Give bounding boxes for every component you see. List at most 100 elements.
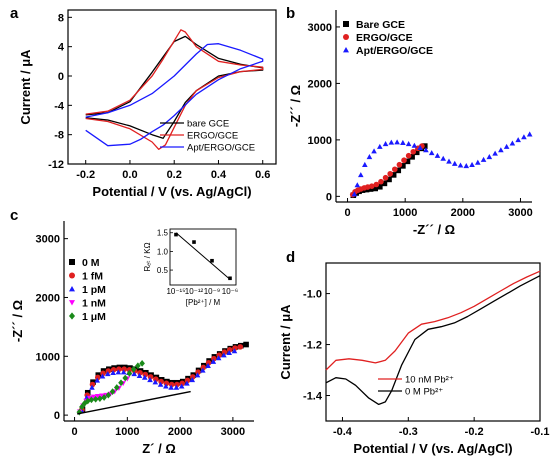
data-point (486, 154, 493, 160)
data-point (100, 370, 106, 377)
series-line (325, 275, 541, 406)
data-point (394, 139, 400, 145)
series-line (325, 270, 541, 371)
data-point (118, 379, 124, 387)
data-point (120, 369, 127, 375)
y-tick-label: 0 (58, 71, 64, 83)
data-point (423, 147, 429, 153)
data-point (351, 191, 358, 197)
data-point (509, 140, 516, 146)
data-point (195, 369, 201, 375)
x-tick-label: -0.1 (531, 426, 550, 438)
legend-label: 1 nM (82, 298, 106, 310)
data-point (382, 174, 389, 181)
y-tick-label: -1.4 (303, 391, 323, 403)
data-point (388, 139, 395, 145)
data-point (409, 154, 415, 160)
data-point (110, 369, 116, 376)
data-point (211, 355, 217, 362)
y-tick-label: 1000 (308, 135, 332, 147)
inset-fit-line (175, 232, 231, 280)
inset-point (192, 240, 196, 244)
x-tick-label: 1000 (115, 426, 139, 438)
data-point (446, 158, 452, 164)
data-point (387, 170, 393, 177)
x-tick-label: -0.3 (399, 426, 418, 438)
data-point (105, 371, 111, 377)
data-point (89, 381, 96, 388)
data-point (354, 182, 361, 188)
data-point (372, 185, 378, 192)
series-line (85, 43, 264, 147)
panel-d: -0.4 -0.3 -0.2 -0.1 -1.4 -1.2 -1.0 Potential / … (278, 262, 550, 456)
data-point (139, 359, 145, 367)
x-axis-title: -Z´´ / Ω (413, 222, 455, 237)
data-point (126, 367, 133, 373)
data-point (131, 371, 137, 377)
data-point (392, 166, 398, 173)
legend-swatch (69, 312, 75, 320)
inset-x-tick-label: 10⁻¹⁵ (166, 287, 185, 296)
inset-x-title: [Pb²⁺] / M (186, 298, 221, 307)
data-point (413, 149, 420, 156)
legend-label: bare GCE (187, 119, 229, 130)
x-axis-title: Potential / V (vs. Ag/AgCl) (353, 441, 512, 456)
data-point (90, 394, 97, 400)
y-tick-label: 2000 (308, 78, 332, 90)
data-point (215, 355, 222, 361)
y-axis-title: Current / μA (18, 49, 33, 125)
y-tick-label: 2000 (36, 292, 60, 304)
data-point (362, 161, 368, 167)
panel-letter-b: b (286, 5, 295, 22)
legend-swatch (69, 286, 75, 292)
data-point (88, 396, 95, 404)
data-point (515, 137, 521, 143)
data-point (116, 366, 122, 373)
inset-x-tick-label: 10⁻⁶ (222, 287, 238, 296)
data-point (480, 156, 487, 162)
data-point (122, 374, 129, 382)
data-point (440, 155, 447, 161)
y-axis-title: -Z´´ / Ω (10, 300, 25, 342)
legend-swatch (343, 34, 349, 40)
data-point (97, 395, 103, 403)
data-point (94, 374, 101, 381)
data-point (179, 380, 186, 387)
legend-swatch (69, 259, 75, 265)
data-point (232, 345, 238, 351)
data-point (475, 159, 481, 165)
series-2 (78, 348, 238, 413)
plot-frame (67, 9, 277, 165)
data-point (396, 161, 403, 168)
data-point (99, 373, 106, 379)
y-tick-label: 4 (58, 42, 65, 54)
data-point (400, 163, 406, 169)
x-tick-label: 0.2 (167, 169, 182, 181)
data-point (457, 162, 464, 168)
data-point (168, 381, 175, 388)
panel-c: 0 1000 2000 3000 0 1000 2000 3000 Z´ / Ω -Z´´ / Ω… (10, 221, 254, 456)
data-point (121, 366, 127, 373)
y-tick-label: 3000 (308, 22, 332, 34)
data-point (428, 150, 435, 156)
inset-y-tick-label: 0.5 (157, 266, 169, 275)
data-point (357, 172, 364, 178)
panel-a: -0.2 0.0 0.2 0.4 0.6 -12 -8 -4 0 4 8 Potential / V … (18, 9, 277, 199)
series-1 (79, 344, 244, 413)
data-point (130, 365, 137, 373)
data-point (189, 377, 196, 383)
legend-label: ERGO/GCE (356, 32, 413, 44)
panel-letter-a: a (10, 5, 19, 22)
data-point (521, 134, 527, 140)
inset-point (210, 258, 214, 263)
data-point (395, 167, 402, 174)
x-tick-label: -0.2 (465, 426, 484, 438)
series-2 (351, 131, 533, 197)
y-tick-label: 3000 (36, 234, 60, 246)
legend-label: 1 pM (82, 284, 106, 296)
data-point (381, 180, 388, 187)
data-point (221, 352, 227, 358)
data-point (378, 178, 384, 185)
legend-swatch (343, 21, 349, 27)
x-axis-title: Z´ / Ω (142, 441, 176, 456)
